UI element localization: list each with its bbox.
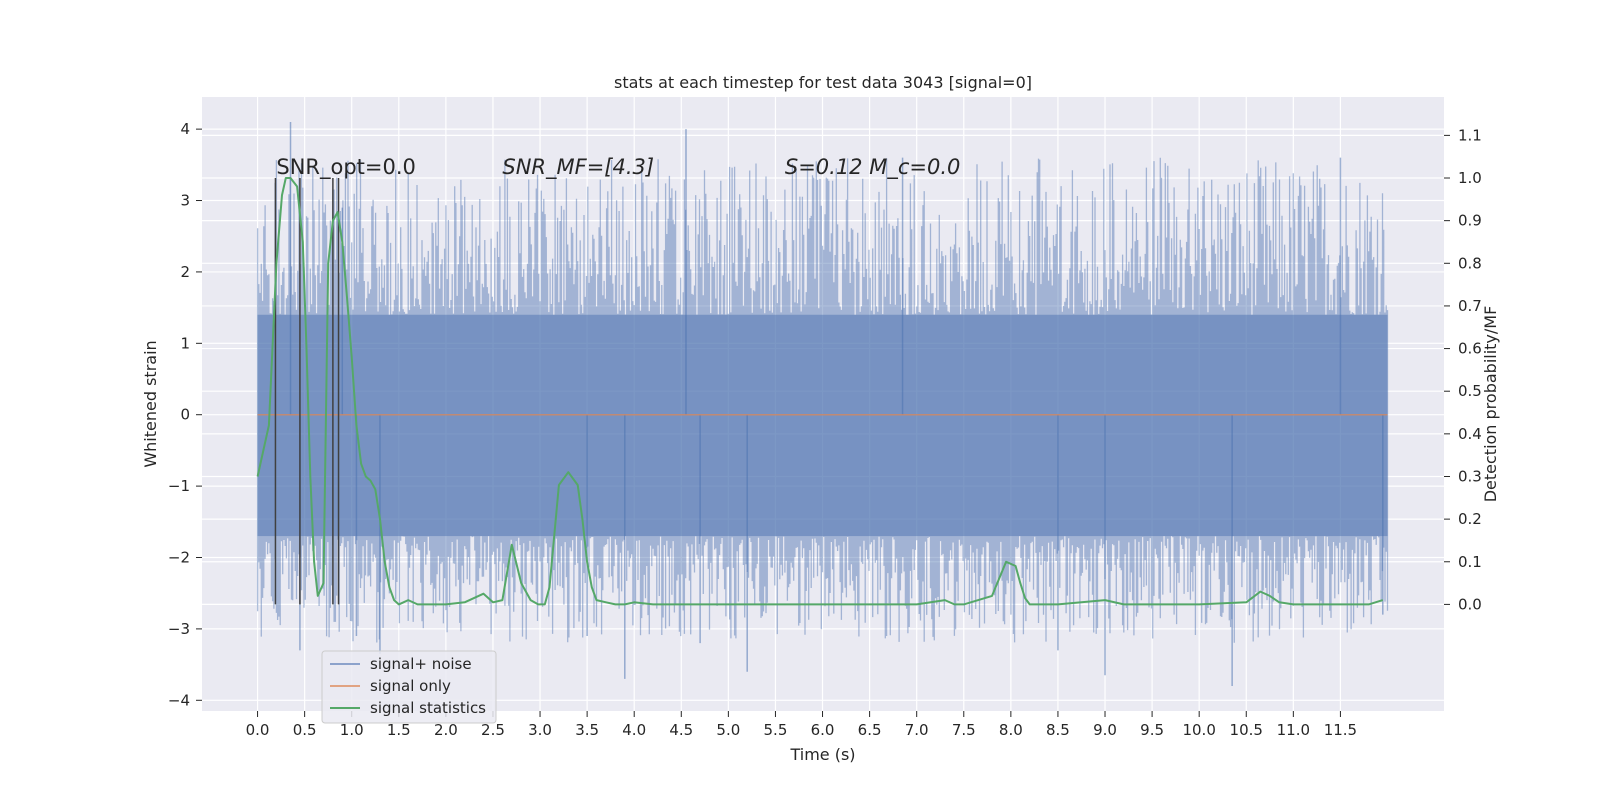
y-right-tick-label-0: 1.1 — [1458, 126, 1482, 144]
y-left-tick-label-0: 4 — [180, 120, 190, 138]
x-tick-label-20: 10.0 — [1182, 721, 1215, 739]
x-tick-label-13: 6.5 — [858, 721, 882, 739]
y-right-tick-label-2: 0.9 — [1458, 212, 1482, 230]
x-tick-label-1: 0.5 — [293, 721, 317, 739]
legend-box — [321, 650, 497, 724]
y-right-axis-label: Detection probability/MF — [1481, 306, 1500, 503]
y-left-tick-label-1: 3 — [180, 192, 190, 210]
legend-label-signal-statistics: signal statistics — [370, 699, 486, 717]
legend-label-signal-only: signal only — [370, 677, 451, 695]
x-axis-ticks: 0.0 0.5 1.0 1.5 2.0 2.5 3.0 3.5 4.0 4.5 5.0 5.5 6.0 6… — [246, 711, 1357, 739]
y-right-tick-label-7: 0.4 — [1458, 425, 1482, 443]
y-left-tick-label-3: 1 — [180, 334, 190, 352]
y-right-tick-label-5: 0.6 — [1458, 340, 1482, 358]
x-tick-label-15: 7.5 — [952, 721, 976, 739]
y-left-tick-label-8: −4 — [168, 691, 190, 709]
legend: signal+ noise signal only signal statist… — [321, 650, 497, 724]
x-tick-label-22: 11.0 — [1277, 721, 1310, 739]
y-right-tick-label-1: 1.0 — [1458, 169, 1482, 187]
y-right-tick-label-11: 0.0 — [1458, 595, 1482, 613]
annotation-s-mc: S=0.12 M_c=0.0 — [785, 155, 961, 180]
x-tick-label-8: 4.0 — [622, 721, 646, 739]
x-tick-label-6: 3.0 — [528, 721, 552, 739]
annotations: SNR_opt=0.0 SNR_MF=[4.3] S=0.12 M_c=0.0 — [276, 155, 960, 180]
y-left-axis-label: Whitened strain — [141, 340, 160, 467]
x-tick-label-10: 5.0 — [716, 721, 740, 739]
chart-title: stats at each timestep for test data 304… — [614, 73, 1032, 92]
x-tick-label-0: 0.0 — [246, 721, 270, 739]
y-right-tick-label-10: 0.1 — [1458, 553, 1482, 571]
x-tick-label-12: 6.0 — [811, 721, 835, 739]
x-tick-label-4: 2.0 — [434, 721, 458, 739]
vertical-markers — [274, 178, 340, 605]
x-tick-label-11: 5.5 — [764, 721, 788, 739]
x-tick-label-3: 1.5 — [387, 721, 411, 739]
noise-band — [257, 314, 1388, 537]
x-axis-label: Time (s) — [789, 745, 855, 764]
series-signal-noise — [256, 121, 1389, 687]
annotation-snr-opt: SNR_opt=0.0 — [276, 155, 416, 180]
x-tick-label-5: 2.5 — [481, 721, 505, 739]
series-signal-statistics — [256, 177, 1384, 606]
y-right-tick-label-8: 0.3 — [1458, 467, 1482, 485]
y-right-tick-label-9: 0.2 — [1458, 510, 1482, 528]
legend-label-signal-noise: signal+ noise — [370, 655, 472, 673]
x-tick-label-14: 7.0 — [905, 721, 929, 739]
y-right-tick-label-6: 0.5 — [1458, 382, 1482, 400]
x-tick-label-23: 11.5 — [1324, 721, 1357, 739]
y-left-tick-label-7: −3 — [168, 620, 190, 638]
y-right-tick-label-4: 0.7 — [1458, 297, 1482, 315]
y-left-tick-label-2: 2 — [180, 263, 190, 281]
y-left-axis-ticks: 4 3 2 1 0 −1 −2 −3 −4 — [168, 120, 202, 709]
annotation-snr-mf: SNR_MF=[4.3] — [502, 155, 654, 180]
x-tick-label-19: 9.5 — [1140, 721, 1164, 739]
y-left-tick-label-5: −1 — [168, 477, 190, 495]
y-left-tick-label-4: 0 — [180, 406, 190, 424]
y-right-axis-ticks: 1.1 1.0 0.9 0.8 0.7 0.6 0.5 0.4 0.3 0.2 0.1 0.0 — [1444, 126, 1482, 613]
y-left-tick-label-6: −2 — [168, 549, 190, 567]
x-tick-label-17: 8.5 — [1046, 721, 1070, 739]
x-tick-label-18: 9.0 — [1093, 721, 1117, 739]
x-tick-label-21: 10.5 — [1230, 721, 1263, 739]
y-right-tick-label-3: 0.8 — [1458, 254, 1482, 272]
x-tick-label-9: 4.5 — [669, 721, 693, 739]
x-tick-label-16: 8.0 — [999, 721, 1023, 739]
signal-statistics-line — [256, 177, 1384, 606]
x-tick-label-7: 3.5 — [575, 721, 599, 739]
x-tick-label-2: 1.0 — [340, 721, 364, 739]
